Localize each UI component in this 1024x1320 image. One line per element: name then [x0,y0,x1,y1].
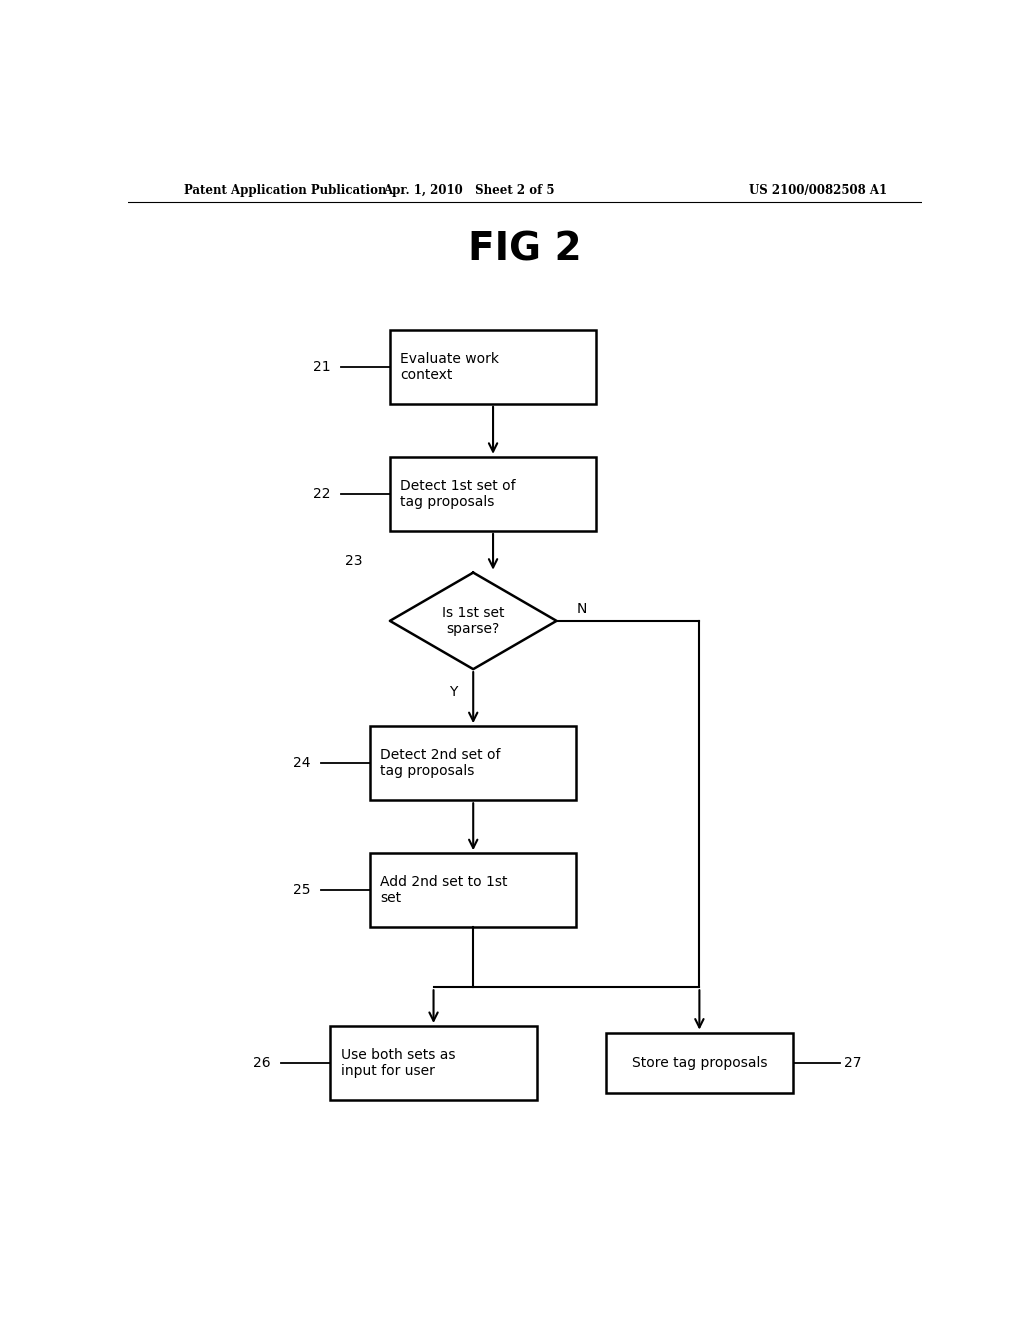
Text: N: N [577,602,587,615]
Text: 25: 25 [293,883,310,898]
Text: Detect 1st set of
tag proposals: Detect 1st set of tag proposals [400,479,516,510]
Text: Use both sets as
input for user: Use both sets as input for user [341,1048,456,1078]
FancyBboxPatch shape [390,330,596,404]
Text: 26: 26 [253,1056,270,1071]
Text: Is 1st set
sparse?: Is 1st set sparse? [442,606,505,636]
FancyBboxPatch shape [390,457,596,531]
Text: 21: 21 [312,360,331,374]
Polygon shape [390,573,557,669]
Text: Add 2nd set to 1st
set: Add 2nd set to 1st set [380,875,508,906]
FancyBboxPatch shape [331,1026,537,1100]
Text: 27: 27 [844,1056,862,1071]
Text: 22: 22 [313,487,331,500]
FancyBboxPatch shape [370,726,577,800]
Text: 24: 24 [293,756,310,770]
Text: Evaluate work
context: Evaluate work context [400,351,500,381]
Text: Store tag proposals: Store tag proposals [632,1056,767,1071]
FancyBboxPatch shape [606,1032,793,1093]
FancyBboxPatch shape [370,853,577,928]
Text: Patent Application Publication: Patent Application Publication [183,185,386,198]
Text: Y: Y [450,685,458,700]
Text: Detect 2nd set of
tag proposals: Detect 2nd set of tag proposals [380,748,501,779]
Text: 23: 23 [345,553,362,568]
Text: US 2100/0082508 A1: US 2100/0082508 A1 [750,185,888,198]
Text: Apr. 1, 2010   Sheet 2 of 5: Apr. 1, 2010 Sheet 2 of 5 [384,185,555,198]
Text: FIG 2: FIG 2 [468,231,582,269]
